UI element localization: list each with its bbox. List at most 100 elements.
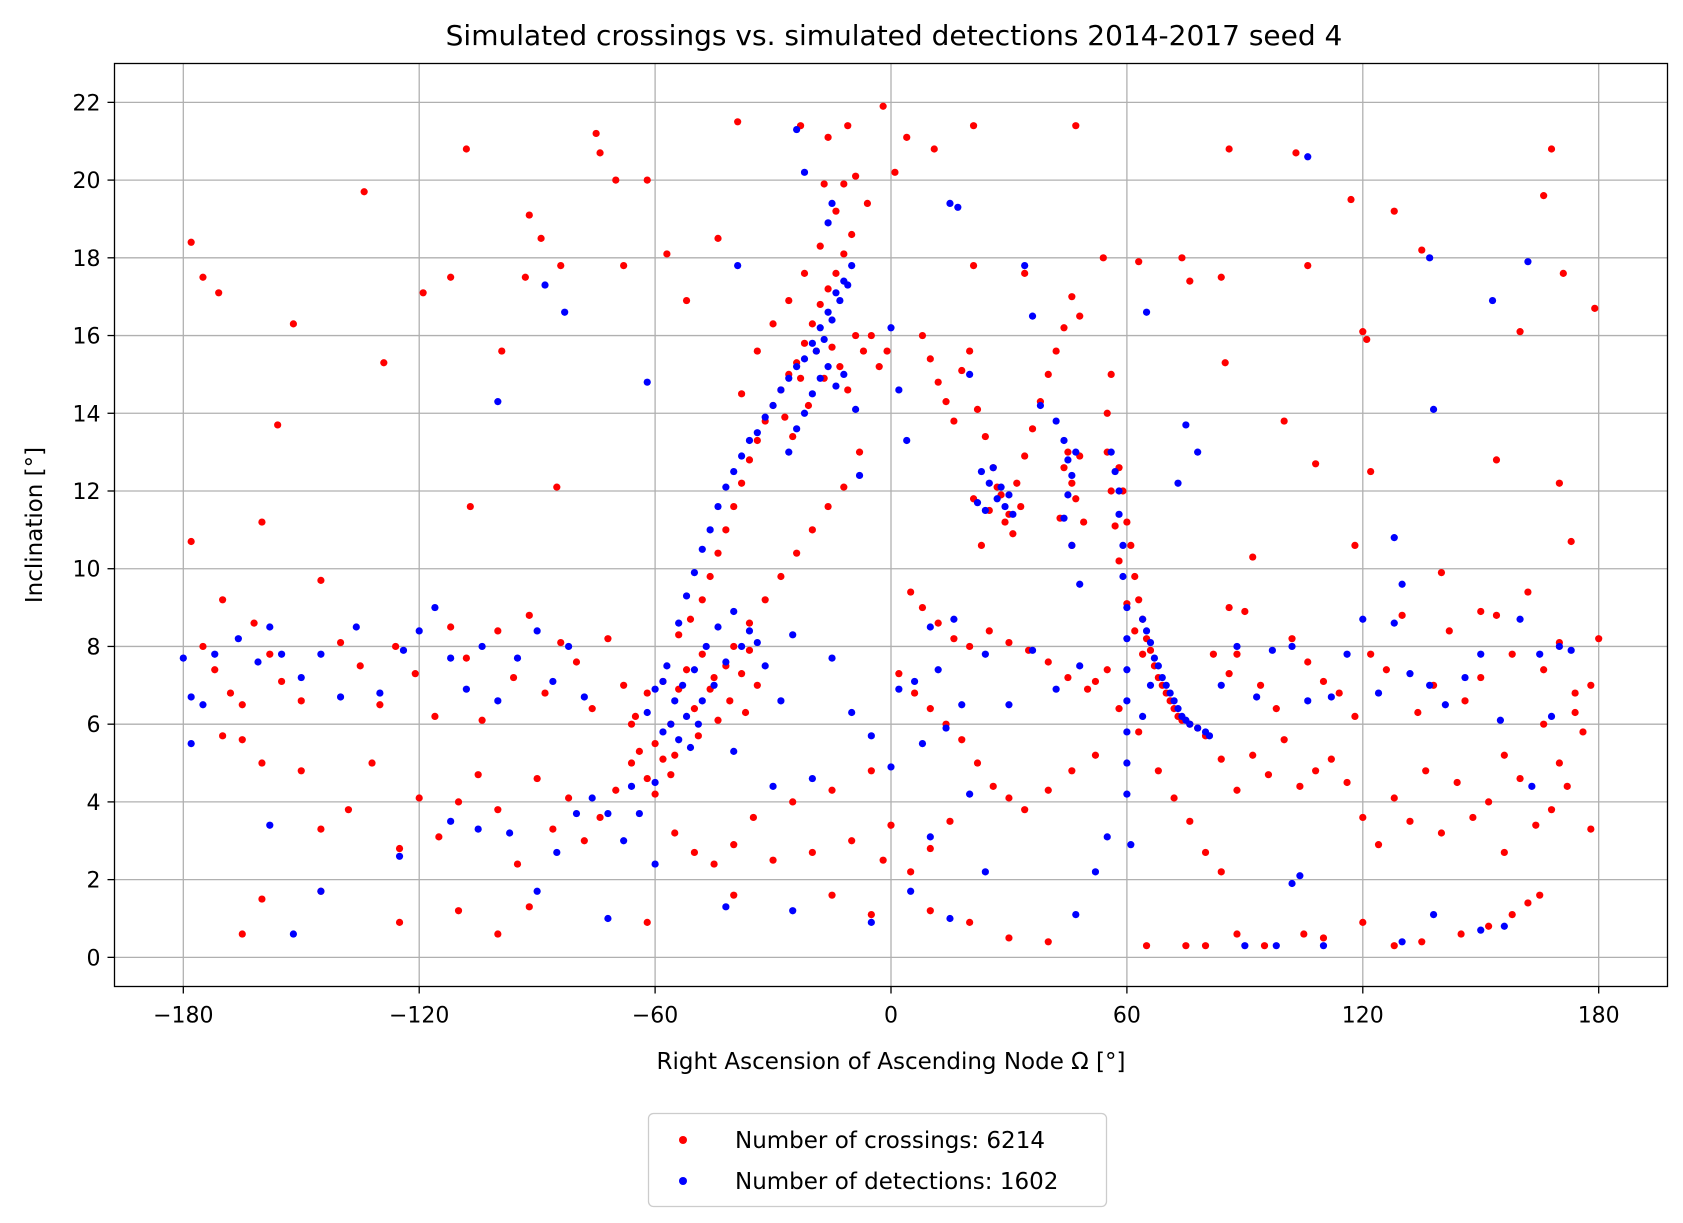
detection-point: [1123, 790, 1131, 798]
crossing-point: [663, 250, 671, 258]
crossing-point: [745, 646, 754, 654]
detection-point: [1174, 479, 1182, 487]
crossing-point: [863, 199, 872, 208]
crossing-point: [844, 386, 852, 394]
detection-point: [1028, 312, 1037, 320]
crossing-point: [435, 833, 443, 841]
crossing-point: [553, 483, 561, 491]
detection-point: [1166, 689, 1174, 697]
crossing-point: [643, 774, 651, 783]
crossing-point: [1005, 638, 1013, 647]
detection-point: [926, 833, 934, 841]
y-tick-label: 16: [73, 325, 101, 350]
crossing-point: [1135, 728, 1143, 736]
crossing-point: [745, 619, 754, 627]
crossing-point: [1005, 794, 1013, 802]
crossing-point: [824, 285, 832, 293]
crossing-point: [844, 122, 852, 130]
crossing-point: [1547, 806, 1556, 814]
crossing-point: [651, 740, 659, 748]
crossing-point: [1516, 328, 1524, 336]
detection-point: [690, 666, 699, 674]
crossing-point: [1327, 755, 1335, 763]
crossing-point: [848, 837, 856, 845]
detection-point: [714, 623, 722, 631]
crossing-point: [1567, 537, 1575, 546]
crossing-point: [411, 670, 419, 678]
detection-point: [954, 203, 962, 211]
detection-point: [816, 324, 824, 332]
detection-point: [966, 370, 974, 379]
detection-point: [1524, 258, 1532, 266]
detection-point: [1123, 603, 1131, 612]
crossing-point: [1398, 611, 1406, 619]
detection-point: [698, 697, 706, 705]
crossing-point: [596, 813, 604, 822]
detection-point: [824, 363, 832, 371]
crossing-point: [753, 347, 761, 355]
crossing-point: [297, 697, 305, 705]
crossing-point: [1571, 708, 1579, 717]
crossing-point: [238, 701, 246, 709]
crossing-point: [1304, 261, 1312, 270]
crossing-point: [1445, 627, 1453, 635]
crossing-point: [454, 907, 463, 915]
detection-point: [1555, 642, 1563, 651]
crossing-point: [1492, 611, 1501, 619]
crossing-point: [1559, 269, 1567, 277]
crossing-point: [631, 712, 640, 721]
crossing-point: [816, 242, 824, 250]
crossing-point: [761, 596, 769, 604]
detection-point: [918, 740, 927, 748]
x-tick-label: 120: [1342, 1004, 1384, 1029]
detection-point: [494, 697, 502, 705]
crossing-point: [698, 650, 706, 658]
detection-point: [989, 464, 997, 472]
crossing-point: [852, 331, 860, 340]
detection-point: [722, 483, 730, 491]
crossing-point: [1547, 145, 1556, 153]
chart-title: Simulated crossings vs. simulated detect…: [446, 19, 1343, 52]
crossing-point: [1587, 825, 1595, 833]
crossing-point: [1099, 254, 1107, 262]
crossing-point: [796, 374, 805, 382]
detection-point: [1536, 650, 1544, 658]
detection-point: [478, 642, 486, 651]
crossing-point: [317, 576, 325, 584]
crossing-point: [966, 918, 974, 926]
crossing-point: [1186, 817, 1194, 825]
y-axis-title: Inclination [°]: [22, 447, 48, 603]
detection-point: [1064, 456, 1072, 464]
detection-point: [824, 308, 832, 316]
crossing-point: [643, 176, 651, 184]
detection-point: [1146, 638, 1155, 647]
detection-point: [604, 914, 612, 923]
detection-point: [1142, 308, 1151, 316]
detection-point: [1072, 911, 1080, 919]
crossing-point: [1469, 813, 1477, 822]
detection-point: [1426, 681, 1434, 689]
crossing-point: [753, 681, 761, 689]
detection-point: [1359, 615, 1367, 623]
detection-point: [1076, 662, 1084, 670]
crossing-point: [1021, 269, 1029, 277]
crossing-point: [1288, 635, 1296, 643]
detection-point: [1194, 448, 1202, 456]
crossing-point: [478, 716, 486, 724]
crossing-point: [1461, 697, 1469, 705]
detection-point: [1174, 705, 1182, 713]
crossing-point: [808, 848, 816, 857]
detection-point: [1158, 673, 1166, 682]
crossing-point: [1418, 938, 1426, 946]
crossing-point: [793, 549, 801, 557]
crossing-point: [690, 848, 699, 857]
crossing-point: [1044, 370, 1052, 379]
detection-point: [289, 930, 297, 938]
crossing-point: [1044, 658, 1052, 666]
crossing-point: [769, 320, 777, 328]
detection-point: [793, 425, 801, 433]
crossing-point: [1103, 409, 1111, 417]
x-tick-label: 0: [884, 1004, 898, 1029]
crossing-point: [1146, 646, 1155, 654]
